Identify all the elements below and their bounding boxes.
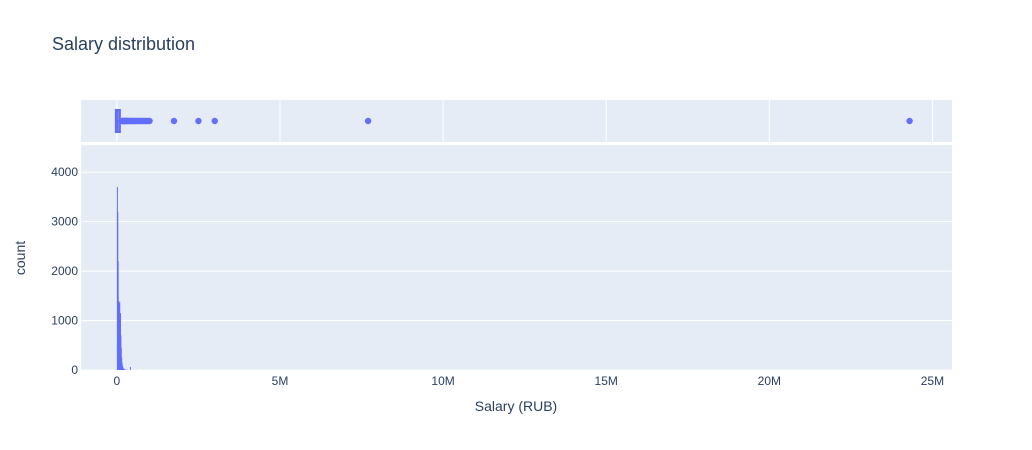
- histogram-bars: [116, 187, 144, 370]
- y-tick-label: 3000: [51, 215, 78, 229]
- histogram-gridlines: [81, 171, 952, 371]
- boxplot-background: [81, 100, 952, 142]
- x-tick-label: 5M: [272, 374, 289, 388]
- y-axis-ticks: 0 1000 2000 3000 4000: [51, 165, 78, 377]
- x-tick-label: 15M: [595, 374, 618, 388]
- x-tick-label: 20M: [758, 374, 781, 388]
- boxplot-outlier-point: [195, 117, 202, 125]
- x-tick-label: 10M: [431, 374, 454, 388]
- y-axis-title: count: [12, 241, 28, 275]
- boxplot-marks: [114, 109, 913, 133]
- histogram-background: [81, 145, 952, 370]
- x-axis-ticks: 0 5M 10M 15M 20M 25M: [114, 374, 945, 388]
- boxplot-outlier-point: [211, 117, 218, 125]
- histogram-bar: [123, 368, 125, 370]
- histogram-panel: 0 1000 2000 3000 4000 0 5M 10M 15M 20M 25M: [51, 145, 952, 388]
- boxplot-outlier-point: [170, 117, 178, 125]
- x-tick-label: 0: [114, 374, 121, 388]
- y-tick-label: 0: [71, 363, 78, 377]
- chart-title: Salary distribution: [52, 34, 195, 54]
- boxplot-panel: [81, 100, 952, 142]
- histogram-bar: [129, 367, 131, 370]
- boxplot-outlier-point: [364, 117, 372, 125]
- histogram-bar: [122, 368, 124, 370]
- histogram-bar: [124, 369, 126, 370]
- y-tick-label: 4000: [51, 165, 78, 179]
- boxplot-outlier-point: [146, 117, 153, 125]
- boxplot-outlier-point: [906, 117, 913, 125]
- boxplot-gridlines: [116, 100, 933, 142]
- y-tick-label: 1000: [51, 314, 78, 328]
- x-tick-label: 25M: [921, 374, 944, 388]
- x-axis-title: Salary (RUB): [475, 398, 557, 414]
- y-tick-label: 2000: [51, 264, 78, 278]
